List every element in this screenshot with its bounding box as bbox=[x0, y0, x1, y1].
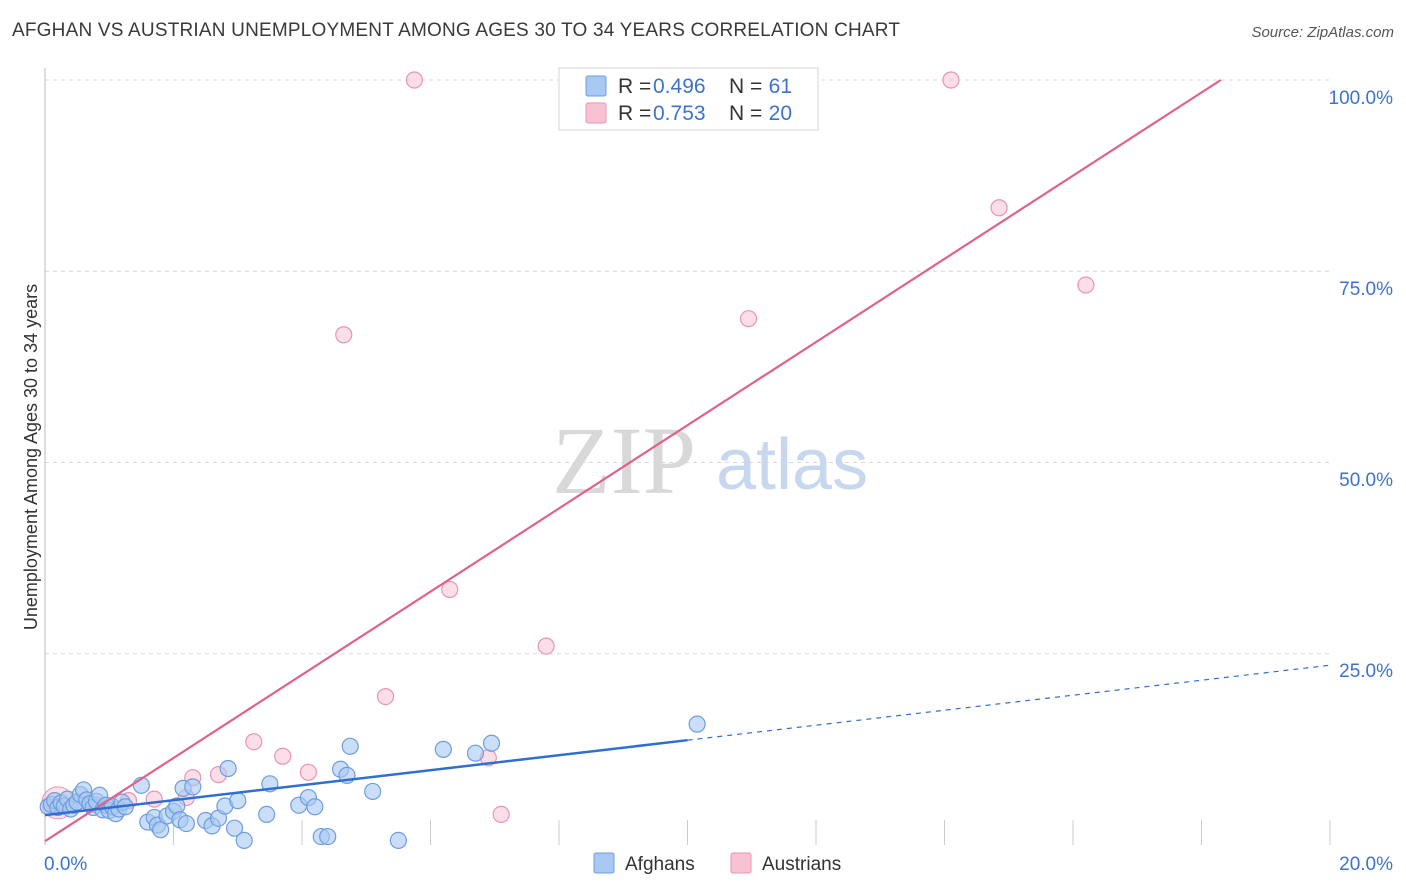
afghans-point bbox=[152, 821, 170, 839]
afghans-point bbox=[258, 805, 276, 824]
afghans-point bbox=[688, 715, 706, 733]
legend-afghans-n-label: N = bbox=[729, 75, 762, 98]
bottom-legend-afghans-swatch bbox=[593, 852, 615, 874]
legend-austrians-n-label: N = bbox=[729, 102, 762, 125]
legend-austrians-n-value: 20 bbox=[769, 102, 792, 125]
austrians-point bbox=[441, 580, 459, 599]
trend-lines bbox=[44, 79, 1331, 843]
austrians-point bbox=[1077, 276, 1095, 294]
y-axis-title: Unemployment Among Ages 30 to 34 years bbox=[21, 284, 41, 630]
afghans-point bbox=[466, 744, 485, 762]
austrians-point bbox=[245, 733, 263, 751]
chart-source: Source: ZipAtlas.com bbox=[1251, 24, 1394, 41]
afghans-point bbox=[434, 740, 452, 758]
afghans-point bbox=[177, 814, 195, 833]
afghans-point bbox=[482, 734, 501, 752]
legend-afghans-r-value: 0.496 bbox=[653, 75, 706, 98]
afghans-trend-line-extrapolated bbox=[687, 664, 1331, 741]
afghans-point bbox=[219, 759, 237, 778]
legend-afghans-swatch bbox=[585, 75, 607, 97]
austrians-point bbox=[492, 805, 510, 824]
x-tick-labels: 0.0% 20.0% bbox=[44, 854, 1393, 875]
y-tick-labels: 100.0% 75.0% 50.0% 25.0% bbox=[1329, 88, 1394, 682]
bottom-legend-afghans-label: Afghans bbox=[625, 854, 695, 875]
afghans-point bbox=[306, 798, 324, 816]
austrians-point bbox=[376, 687, 395, 706]
austrians-point bbox=[335, 326, 353, 344]
x-tick-label-min: 0.0% bbox=[44, 854, 87, 875]
austrians-point bbox=[942, 71, 960, 89]
y-tick-label-75: 75.0% bbox=[1339, 279, 1393, 300]
afghans-point bbox=[364, 782, 382, 801]
austrians-trend-line bbox=[44, 79, 1222, 843]
austrians-point bbox=[299, 763, 318, 781]
afghans-series bbox=[39, 715, 706, 850]
afghans-point bbox=[235, 831, 253, 850]
watermark: ZIP atlas bbox=[552, 407, 868, 514]
austrians-point bbox=[274, 747, 292, 765]
afghans-point bbox=[225, 819, 244, 837]
afghans-point bbox=[389, 831, 407, 850]
afghans-point bbox=[229, 792, 247, 810]
top-legend: R = 0.496 N = 61 R = 0.753 N = 20 bbox=[558, 67, 819, 131]
austrians-point bbox=[145, 790, 163, 808]
watermark-atlas: atlas bbox=[716, 425, 868, 505]
legend-austrians-swatch bbox=[585, 102, 607, 124]
afghans-point bbox=[341, 737, 359, 755]
legend-afghans-r-label: R = bbox=[618, 75, 651, 98]
bottom-legend-austrians-label: Austrians bbox=[762, 854, 841, 875]
afghans-point bbox=[184, 778, 202, 796]
chart-title: AFGHAN VS AUSTRIAN UNEMPLOYMENT AMONG AG… bbox=[12, 20, 901, 41]
austrians-point bbox=[405, 71, 424, 89]
afghans-point bbox=[319, 827, 337, 846]
y-tick-label-50: 50.0% bbox=[1339, 470, 1393, 491]
austrians-point bbox=[739, 310, 758, 328]
y-tick-label-100: 100.0% bbox=[1329, 88, 1394, 109]
afghans-trend-line bbox=[44, 738, 688, 817]
bottom-legend: Afghans Austrians bbox=[593, 852, 841, 875]
austrians-point bbox=[990, 199, 1008, 217]
austrians-point bbox=[537, 637, 555, 655]
legend-austrians-r-value: 0.753 bbox=[653, 102, 706, 125]
x-tick-label-max: 20.0% bbox=[1339, 854, 1393, 875]
legend-afghans-n-value: 61 bbox=[769, 75, 792, 98]
y-tick-label-25: 25.0% bbox=[1339, 661, 1393, 682]
legend-austrians-r-label: R = bbox=[618, 102, 651, 125]
bottom-legend-austrians-swatch bbox=[730, 852, 752, 874]
